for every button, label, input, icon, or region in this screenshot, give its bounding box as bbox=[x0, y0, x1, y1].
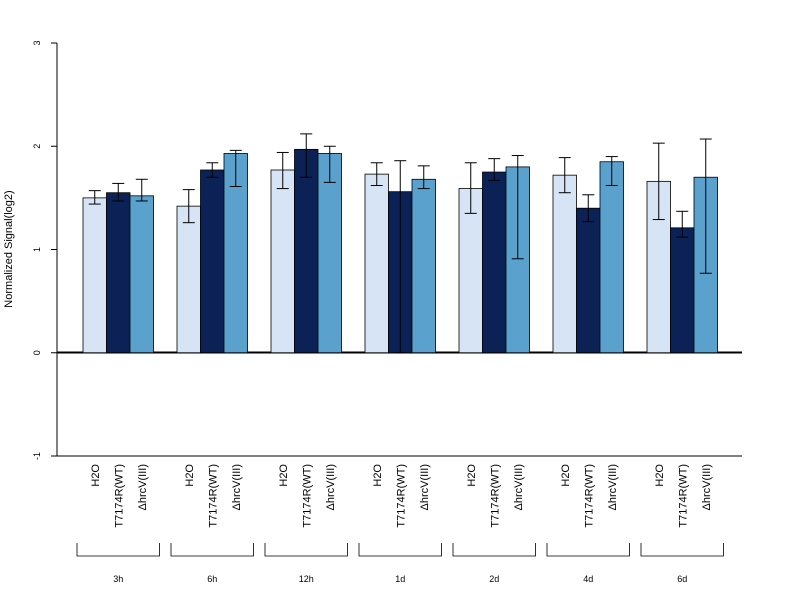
x-tick-label: ΔhrcV(III) bbox=[231, 464, 243, 510]
bar bbox=[670, 227, 695, 354]
group-label: 12h bbox=[299, 574, 314, 584]
error-bars bbox=[88, 133, 712, 354]
group-label: 6h bbox=[207, 574, 217, 584]
x-tick-label: H2O bbox=[654, 464, 666, 487]
y-tick-label: -1 bbox=[32, 452, 42, 460]
bar bbox=[82, 197, 107, 354]
bar bbox=[129, 195, 154, 354]
bar bbox=[317, 153, 342, 354]
bar bbox=[482, 171, 507, 354]
y-tick-label: 3 bbox=[32, 40, 42, 45]
group-label: 4d bbox=[583, 574, 593, 584]
bar bbox=[364, 173, 389, 354]
x-tick-label: T7174R(WT) bbox=[583, 464, 595, 528]
x-tick-label: T7174R(WT) bbox=[301, 464, 313, 528]
x-tick-label: H2O bbox=[466, 464, 478, 487]
x-tick-label: T7174R(WT) bbox=[489, 464, 501, 528]
x-tick-label: ΔhrcV(III) bbox=[513, 464, 525, 510]
bar bbox=[599, 161, 624, 354]
x-tick-label: ΔhrcV(III) bbox=[701, 464, 713, 510]
x-tick-label: H2O bbox=[278, 464, 290, 487]
y-tick-label: 0 bbox=[32, 350, 42, 355]
group-bracket bbox=[76, 543, 160, 557]
x-tick-label: H2O bbox=[372, 464, 384, 487]
x-tick-label: T7174R(WT) bbox=[395, 464, 407, 528]
group-label: 2d bbox=[489, 574, 499, 584]
group-bracket bbox=[546, 543, 630, 557]
x-tick-label: T7174R(WT) bbox=[113, 464, 125, 528]
group-label: 3h bbox=[113, 574, 123, 584]
bar bbox=[411, 178, 436, 354]
bar bbox=[294, 148, 319, 354]
x-tick-label: ΔhrcV(III) bbox=[419, 464, 431, 510]
x-tick-labels: H2O T7174R(WT) ΔhrcV(III) H2O T7174R(WT) Δhrc… bbox=[90, 464, 713, 528]
group-bracket bbox=[452, 543, 536, 557]
bar bbox=[106, 192, 131, 354]
group-label: 1d bbox=[395, 574, 405, 584]
group-bracket bbox=[170, 543, 254, 557]
x-tick-label: T7174R(WT) bbox=[677, 464, 689, 528]
bars bbox=[82, 148, 718, 354]
y-ticks: -1 0 1 2 3 bbox=[32, 40, 57, 460]
group-bracket bbox=[264, 543, 348, 557]
group-bracket bbox=[640, 543, 724, 557]
group-bracket bbox=[358, 543, 442, 557]
group-brackets: 3h 6h 12h 1d 2d 4d 6d bbox=[76, 543, 724, 584]
bar bbox=[200, 169, 225, 354]
y-tick-label: 1 bbox=[32, 247, 42, 252]
group-label: 6d bbox=[677, 574, 687, 584]
x-tick-label: ΔhrcV(III) bbox=[137, 464, 149, 510]
x-tick-label: ΔhrcV(III) bbox=[325, 464, 337, 510]
y-axis-label: Normalized Signal(log2) bbox=[3, 190, 15, 307]
x-tick-label: H2O bbox=[560, 464, 572, 487]
bar bbox=[576, 207, 601, 354]
y-tick-label: 2 bbox=[32, 144, 42, 149]
bar bbox=[270, 169, 295, 354]
x-tick-label: H2O bbox=[184, 464, 196, 487]
bar bbox=[552, 174, 577, 354]
x-tick-label: T7174R(WT) bbox=[207, 464, 219, 528]
x-tick-label: ΔhrcV(III) bbox=[607, 464, 619, 510]
bar bbox=[176, 205, 201, 354]
x-tick-label: H2O bbox=[90, 464, 102, 487]
